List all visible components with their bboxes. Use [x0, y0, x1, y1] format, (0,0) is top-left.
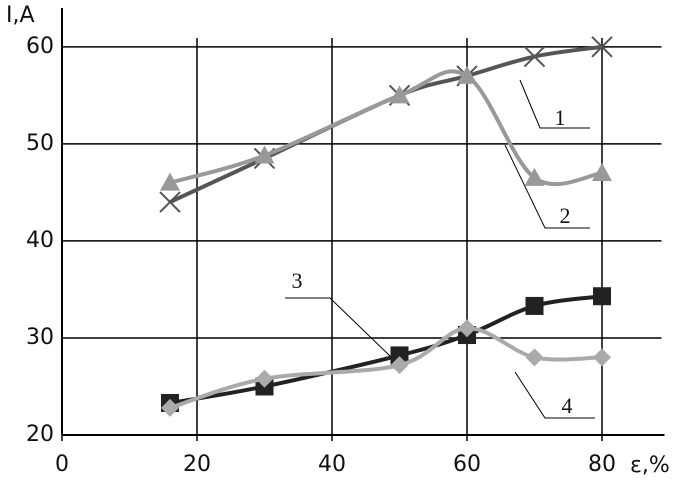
x-axis-label: ε,% [630, 453, 670, 478]
marker [593, 287, 611, 306]
marker [593, 348, 611, 367]
leader-line [514, 371, 595, 419]
leader-line [504, 144, 590, 229]
y-tick-label: 40 [26, 228, 54, 253]
x-tick-label: 80 [588, 452, 616, 477]
marker [255, 369, 274, 388]
y-tick-label: 30 [26, 325, 54, 350]
marker [458, 319, 476, 338]
marker [592, 162, 612, 181]
x-tick-label: 20 [183, 452, 211, 477]
marker [523, 45, 546, 68]
marker [525, 348, 544, 367]
marker [389, 85, 410, 104]
y-tick-label: 20 [26, 422, 54, 447]
marker [525, 296, 544, 315]
marker [524, 167, 545, 186]
x-tick-label: 60 [453, 452, 481, 477]
y-tick-label: 60 [26, 34, 54, 59]
y-axis-label: I,A [6, 3, 35, 28]
series-label: 2 [560, 203, 571, 228]
series-label: 4 [562, 393, 573, 418]
series-label: 1 [555, 105, 566, 130]
x-tick-label: 40 [318, 452, 346, 477]
marker [161, 398, 179, 417]
x-tick-label: 0 [55, 452, 69, 477]
marker [591, 36, 613, 58]
marker [159, 191, 181, 213]
series-line [169, 326, 603, 410]
marker [457, 65, 477, 84]
y-tick-label: 50 [26, 131, 54, 156]
marker [254, 145, 275, 164]
series-label: 3 [292, 268, 303, 293]
series-line [169, 69, 603, 186]
leader-line [519, 79, 590, 129]
marker [390, 346, 409, 365]
marker [160, 172, 180, 191]
marker [390, 356, 409, 375]
leader-line [285, 297, 391, 357]
